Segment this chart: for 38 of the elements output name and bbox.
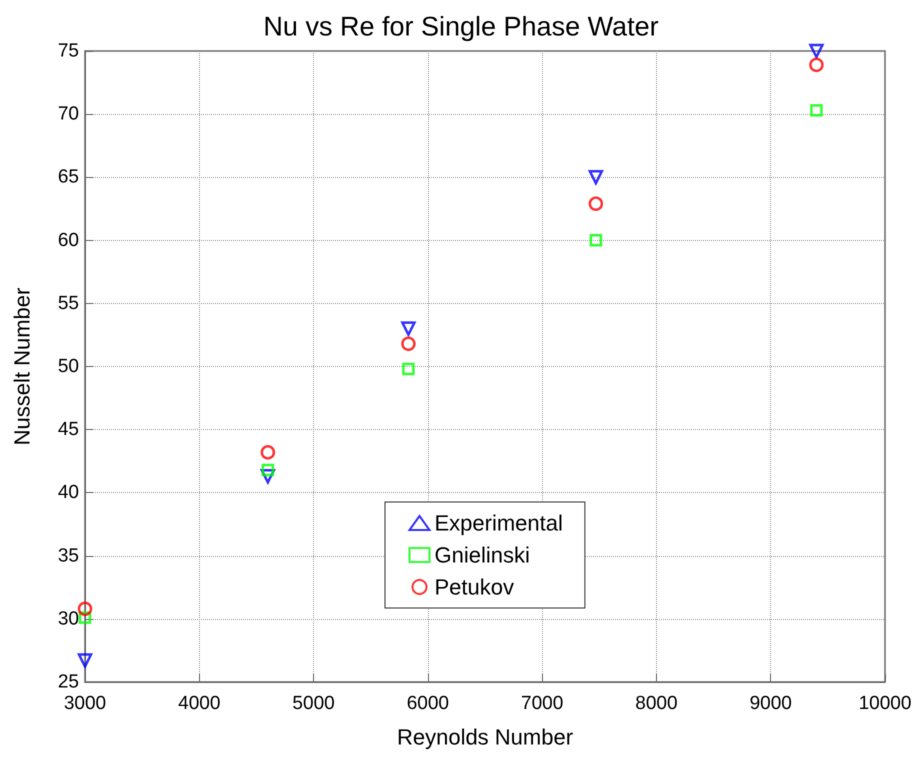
point: [78, 602, 92, 616]
y-tick-label: 30: [58, 608, 79, 630]
y-tick-label: 55: [58, 292, 79, 314]
x-tick-label: 8000: [635, 693, 678, 714]
x-tick-label: 5000: [292, 693, 335, 714]
point: [590, 234, 602, 247]
point: [809, 44, 824, 58]
y-tick-label: 40: [58, 482, 79, 504]
x-tick-label: 6000: [406, 693, 449, 714]
point: [588, 196, 604, 211]
y-tick-label: 65: [58, 166, 79, 188]
x-tick-label: 10000: [858, 693, 912, 714]
point: [260, 445, 276, 460]
point: [401, 336, 416, 352]
point: [78, 653, 92, 668]
x-tick-label: 9000: [750, 693, 792, 714]
y-tick-label: 50: [58, 356, 79, 377]
y-tick-label: 45: [58, 419, 79, 440]
x-axis-title: Reynolds Number: [396, 724, 574, 750]
y-tick-label: 70: [58, 104, 79, 125]
y-tick-label: 25: [58, 672, 79, 692]
chart-title: Nu vs Re for Single Phase Water: [263, 12, 659, 42]
y-tick-label: 35: [58, 545, 79, 566]
y-tick-label: 60: [58, 230, 79, 251]
point: [262, 464, 274, 476]
y-tick-label: 75: [58, 40, 79, 62]
point: [588, 170, 604, 184]
point: [401, 321, 416, 336]
point: [809, 58, 824, 72]
y-axis-title: Nusselt Number: [10, 288, 34, 446]
legend-label: Gnielinski: [434, 542, 530, 568]
x-tick-label: 7000: [521, 693, 564, 714]
x-tick-label: 3000: [64, 693, 106, 714]
legend-label: Petukov: [434, 574, 514, 600]
legend-label: Experimental: [434, 510, 563, 536]
point: [810, 104, 823, 117]
x-tick-label: 4000: [178, 693, 220, 714]
point: [402, 362, 415, 376]
